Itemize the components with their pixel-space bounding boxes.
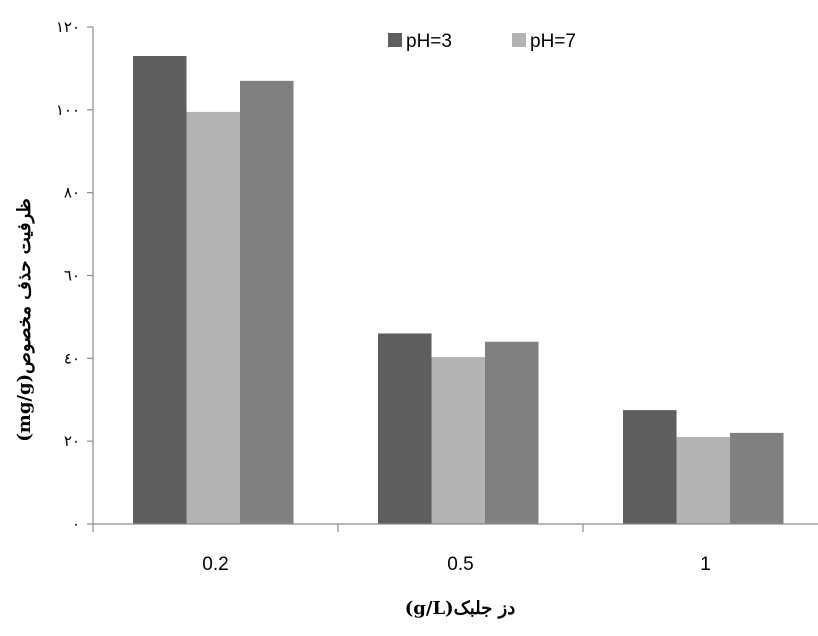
y-axis-title: ظرفیت حذف مخصوص(mg/g) — [14, 198, 35, 442]
bar-series-1-1 — [623, 410, 677, 524]
x-tick-label: 1 — [700, 554, 711, 575]
y-tick-label: ٠ — [72, 515, 80, 533]
legend: pH=3 pH=7 — [388, 31, 576, 52]
y-tick-label: ١٠٠ — [56, 101, 80, 119]
x-tick-label: 0.5 — [447, 554, 473, 575]
x-ticks: 0.2 0.5 1 — [92, 524, 711, 575]
bar-series-2-0.5 — [431, 357, 485, 524]
y-tick-label: ٨٠ — [64, 184, 80, 202]
bar-series-1-0.2 — [133, 55, 187, 524]
bars-layer — [133, 55, 784, 524]
bar-series-3-1 — [730, 432, 784, 524]
x-tick-label: 0.2 — [202, 554, 228, 575]
legend-swatch-2 — [512, 33, 526, 47]
bar-series-2-0.2 — [186, 111, 240, 524]
y-tick-label: ١٢٠ — [56, 18, 80, 36]
bar-series-1-0.5 — [378, 333, 432, 524]
bar-series-3-0.2 — [240, 80, 294, 524]
y-tick-label: ٤٠ — [64, 349, 80, 367]
x-axis-title: دز جلبک(g/L) — [405, 598, 515, 619]
legend-swatch-1 — [388, 33, 402, 47]
y-tick-label: ٦٠ — [64, 267, 80, 285]
legend-label-2: pH=7 — [530, 31, 576, 52]
legend-label-1: pH=3 — [406, 31, 452, 52]
y-tick-label: ٢٠ — [64, 432, 80, 450]
bar-series-2-1 — [676, 437, 730, 524]
bar-series-3-0.5 — [485, 341, 539, 524]
y-ticks: ٠ ٢٠ ٤٠ ٦٠ ٨٠ ١٠٠ ١٢٠ — [56, 18, 93, 533]
